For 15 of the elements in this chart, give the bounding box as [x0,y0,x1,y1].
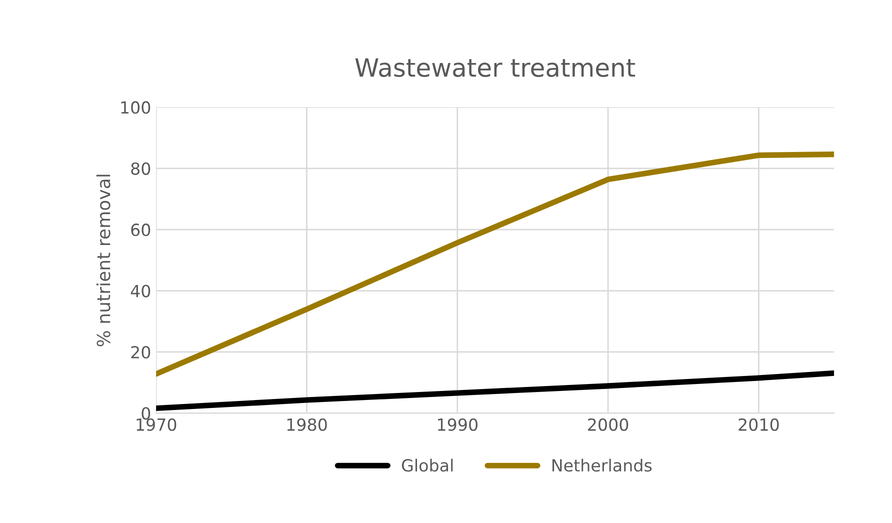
legend-label: Netherlands [552,458,652,472]
y-tick-label: 40 [130,284,150,298]
y-axis-title: % nutrient removal [96,174,110,346]
x-tick-label: 2010 [738,418,779,431]
y-tick-label: 0 [142,407,150,420]
x-tick-label: 1970 [136,418,176,431]
y-tick-label: 20 [131,346,150,359]
x-tick-label: 1980 [287,418,327,431]
y-tick-label: 80 [131,162,150,175]
y-tick-label: 60 [131,224,150,236]
chart-title: Wastewater treatment [355,58,636,78]
legend-label: Global [402,458,453,472]
x-tick-label: 2000 [588,418,628,431]
y-tick-label: 100 [121,101,150,114]
x-tick-label: 1990 [438,418,478,431]
